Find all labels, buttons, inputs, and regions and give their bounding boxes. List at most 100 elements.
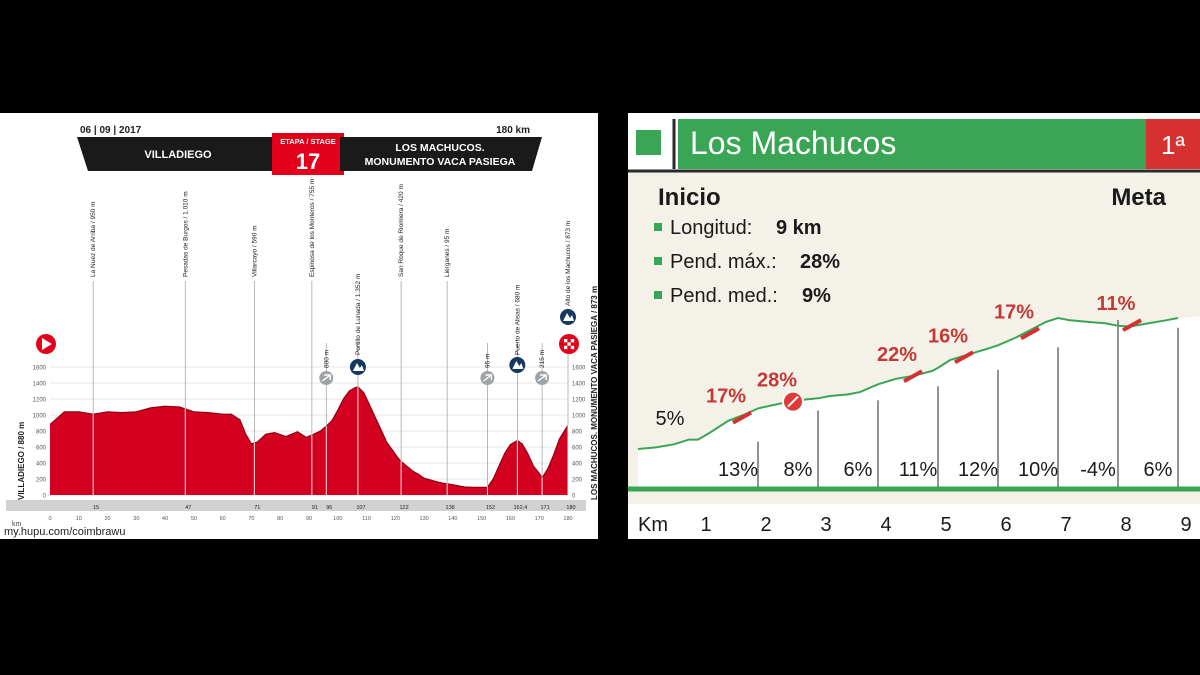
x-tick-label: 150 (477, 516, 486, 522)
x-tick-label: 100 (333, 516, 342, 522)
peak-gradient-label: 11% (1097, 293, 1136, 315)
title-bar (678, 119, 1146, 169)
waypoint-km-marker: 152 (486, 505, 495, 511)
sprint-icon (319, 371, 334, 385)
y-tick-label-right: 1400 (572, 382, 586, 388)
waypoint-label: Alto de los Machucos / 873 m (565, 221, 572, 306)
climb-area (638, 316, 1200, 489)
y-tick-label-left: 200 (36, 478, 47, 484)
x-tick-label: 80 (277, 516, 283, 522)
stat-label-length: Longitud: (670, 217, 752, 239)
stat-value-avg-gradient: 9% (802, 285, 831, 307)
stat-value-length: 9 km (776, 217, 822, 239)
peak-gradient-label: 28% (757, 370, 797, 392)
segment-gradient-label: 6% (1144, 459, 1173, 481)
sprint-icon (535, 371, 550, 385)
start-town-banner (77, 137, 278, 171)
start-town: VILLADIEGO (144, 149, 212, 161)
y-tick-label-right: 1000 (572, 414, 586, 420)
finish-side-label: LOS MACHUCOS. MONUMENTO VACA PASIEGA / 8… (590, 286, 598, 500)
y-tick-label-left: 800 (36, 430, 47, 436)
waypoint-label: 800 m (323, 350, 330, 368)
waypoint-label: 215 m (539, 350, 546, 368)
stage-profile-chart: 06 | 09 | 2017 180 km VILLADIEGO ETAPA /… (6, 125, 598, 528)
waypoint-km-marker: 162,4 (513, 505, 527, 511)
x-tick-label: 6 (1000, 514, 1011, 536)
x-tick-label: 30 (133, 516, 139, 522)
gradient-tick (903, 369, 923, 383)
x-tick-label: 50 (191, 516, 197, 522)
y-tick-label-right: 1600 (572, 366, 586, 372)
segment-gradient-label: 8% (784, 459, 813, 481)
stage-profile-panel: 06 | 09 | 2017 180 km VILLADIEGO ETAPA /… (0, 113, 598, 539)
y-tick-label-left: 1000 (33, 414, 47, 420)
x-tick-label: 20 (104, 516, 110, 522)
climb-category: 1ª (1161, 130, 1185, 160)
stage-date: 06 | 09 | 2017 (80, 125, 142, 136)
gradient-tick (954, 350, 974, 365)
waypoint-label: Pesadas de Burgos / 1.010 m (182, 191, 189, 277)
start-label: Inicio (658, 184, 721, 211)
stat-label-max-gradient: Pend. máx.: (670, 251, 777, 273)
climb-plot-area: 13% 8% 6% 11% 12% 10% -4% 6%5%17%28%22%16%17% 11… (628, 293, 1200, 536)
climb-stats: Longitud: 9 km Pend. máx.: 28% Pend. med… (654, 217, 840, 307)
x-tick-label: 3 (820, 514, 831, 536)
waypoint-label: San Roque de Riomiera / 420 m (398, 184, 405, 277)
waypoint-label: Portillo de Lunada / 1.352 m (355, 274, 362, 355)
waypoint-label: 95 m (484, 354, 491, 368)
stat-label-avg-gradient: Pend. med.: (670, 285, 778, 307)
title-square (636, 130, 661, 155)
x-tick-label: 130 (420, 516, 429, 522)
finish-icon (559, 334, 579, 354)
finish-label: Meta (1111, 184, 1166, 211)
x-tick-label: 1 (700, 514, 711, 536)
y-tick-label-right: 800 (572, 430, 583, 436)
segment-gradient-label: 13% (718, 459, 758, 481)
waypoint-km-marker: 71 (254, 505, 260, 511)
x-tick-label: 8 (1120, 514, 1131, 536)
waypoint-km-marker: 107 (356, 505, 365, 511)
x-tick-label: 90 (306, 516, 312, 522)
stage-label: ETAPA / STAGE (280, 137, 336, 146)
waypoint-label: Espinosa de los Monteros / 755 m (309, 179, 316, 277)
gradient-tick (732, 410, 752, 425)
x-tick-label: 70 (248, 516, 254, 522)
elevation-line (49, 386, 569, 488)
stat-bullet (654, 291, 662, 299)
km-axis-band (6, 500, 586, 511)
x-tick-label: 5 (940, 514, 951, 536)
segment-gradient-label: -4% (1080, 459, 1116, 481)
x-tick-label: 180 (563, 516, 572, 522)
y-tick-label-right: 400 (572, 462, 583, 468)
x-axis-unit: Km (638, 514, 668, 536)
peak-gradient-label: 22% (877, 344, 917, 366)
y-tick-label-right: 200 (572, 478, 583, 484)
finish-town-banner (340, 137, 542, 171)
stat-bullet (654, 223, 662, 231)
waypoint-km-marker: 180 (566, 505, 575, 511)
stat-bullet (654, 257, 662, 265)
category-badge (1146, 119, 1200, 169)
stat-value-max-gradient: 28% (800, 251, 840, 273)
start-side-label: VILLADIEGO / 880 m (17, 422, 26, 500)
waypoint-km-marker: 91 (312, 505, 318, 511)
segment-gradient-label: 10% (1018, 459, 1058, 481)
y-tick-label-left: 1200 (33, 398, 47, 404)
y-tick-label-left: 0 (43, 494, 47, 500)
segment-gradient-label: 6% (844, 459, 873, 481)
start-icon (36, 334, 56, 354)
x-tick-label: 7 (1060, 514, 1071, 536)
gradient-tick (1020, 326, 1040, 341)
y-tick-label-left: 1600 (33, 366, 47, 372)
x-tick-label: 0 (48, 516, 51, 522)
x-axis-unit: km (12, 521, 22, 528)
climb-profile-panel: Los Machucos 1ª Inicio Meta Longitud: 9 … (628, 113, 1200, 539)
peak-gradient-label: 17% (706, 386, 746, 408)
finish-town-line2: MONUMENTO VACA PASIEGA (365, 156, 516, 168)
climb-line (637, 316, 1179, 450)
waypoint-km-marker: 96 (326, 505, 332, 511)
waypoint-km-marker: 122 (399, 505, 408, 511)
max-gradient-marker (782, 390, 804, 413)
y-tick-label-left: 600 (36, 446, 47, 452)
